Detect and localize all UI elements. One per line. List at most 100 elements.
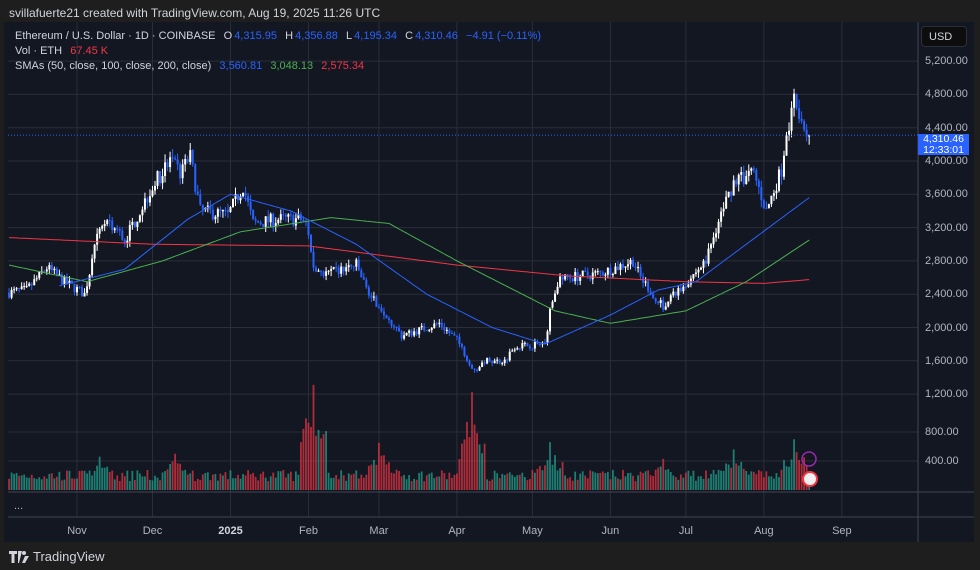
volume-bar bbox=[662, 458, 665, 490]
more-button[interactable]: ... bbox=[14, 500, 24, 512]
volume-bar bbox=[722, 470, 725, 490]
candle bbox=[702, 260, 705, 268]
volume-bar bbox=[632, 475, 634, 490]
volume-bar bbox=[189, 473, 192, 490]
volume-bar bbox=[528, 478, 531, 490]
volume-bar bbox=[73, 478, 76, 490]
time-tick: Aug bbox=[754, 525, 774, 537]
candle bbox=[244, 192, 247, 196]
candle bbox=[307, 222, 310, 236]
sma200-value: 2,575.34 bbox=[321, 60, 365, 72]
volume-bar bbox=[473, 424, 476, 490]
volume-bar bbox=[491, 479, 494, 490]
candle bbox=[725, 196, 728, 209]
candle bbox=[443, 326, 446, 331]
volume-bar bbox=[508, 472, 511, 490]
candle bbox=[367, 287, 370, 296]
volume-bar bbox=[745, 470, 748, 490]
volume-bar bbox=[765, 471, 768, 490]
candle bbox=[511, 350, 514, 352]
volume-bar bbox=[795, 452, 798, 490]
volume-bar bbox=[55, 476, 58, 490]
candle bbox=[274, 223, 277, 227]
volume-bar bbox=[214, 473, 217, 490]
volume-bar bbox=[159, 480, 161, 490]
candle bbox=[649, 291, 652, 294]
volume-bar bbox=[780, 469, 783, 490]
candle bbox=[662, 300, 665, 310]
volume-bar bbox=[332, 477, 335, 490]
volume-bar bbox=[448, 472, 451, 490]
candle bbox=[604, 274, 607, 276]
candle bbox=[350, 265, 353, 267]
candle bbox=[705, 260, 707, 264]
candle bbox=[28, 283, 31, 286]
candle bbox=[755, 170, 758, 181]
volume-bar bbox=[488, 480, 491, 490]
candle bbox=[138, 215, 141, 222]
candle bbox=[710, 244, 713, 249]
chart-panel[interactable] bbox=[4, 22, 974, 542]
volume-bar bbox=[435, 476, 438, 490]
candle bbox=[55, 268, 58, 275]
candle bbox=[254, 219, 257, 222]
candle bbox=[727, 191, 730, 197]
candle bbox=[699, 267, 702, 270]
candle bbox=[465, 356, 468, 361]
candle bbox=[508, 351, 511, 361]
candle bbox=[45, 269, 48, 272]
us-flag-event-icon bbox=[802, 471, 818, 487]
currency-button[interactable]: USD bbox=[921, 26, 967, 47]
candle bbox=[408, 330, 411, 333]
candle bbox=[96, 233, 99, 245]
candle bbox=[360, 270, 363, 278]
volume-bar bbox=[176, 463, 179, 490]
candle bbox=[596, 271, 599, 273]
volume-bar bbox=[569, 477, 572, 490]
volume-bar bbox=[284, 477, 287, 490]
volume-bar bbox=[619, 479, 622, 490]
candle bbox=[259, 222, 262, 225]
candle bbox=[352, 265, 355, 267]
candle bbox=[171, 157, 174, 159]
volume-bar bbox=[184, 469, 187, 490]
candle bbox=[750, 168, 753, 171]
volume-bar bbox=[8, 478, 10, 490]
volume-bar bbox=[123, 476, 126, 490]
candle bbox=[720, 211, 723, 222]
candle bbox=[362, 277, 365, 280]
volume-bar bbox=[121, 472, 124, 490]
candle bbox=[219, 209, 222, 212]
candle bbox=[498, 359, 501, 364]
candle bbox=[73, 283, 76, 293]
candle bbox=[667, 301, 670, 307]
price-tick: 3,200.00 bbox=[925, 221, 968, 234]
volume-bar bbox=[574, 471, 577, 490]
volume-bar bbox=[68, 470, 71, 490]
volume-bar bbox=[393, 473, 395, 490]
candle bbox=[440, 322, 443, 327]
volume-bar bbox=[320, 438, 322, 490]
volume-bar bbox=[501, 473, 504, 490]
volume-bar bbox=[445, 479, 448, 490]
candle bbox=[518, 348, 521, 350]
candle bbox=[83, 292, 86, 297]
volume-bar bbox=[717, 469, 720, 490]
candle bbox=[584, 270, 587, 272]
volume-bar bbox=[614, 476, 617, 490]
volume-bar bbox=[516, 475, 519, 490]
sma50-line bbox=[59, 193, 810, 345]
sma50-value: 3,560.81 bbox=[219, 60, 263, 72]
volume-bar bbox=[725, 463, 728, 490]
volume-bar bbox=[209, 480, 212, 490]
volume-bar bbox=[58, 471, 61, 490]
time-tick: Nov bbox=[67, 525, 87, 537]
volume-bar bbox=[617, 478, 619, 490]
candle bbox=[199, 194, 202, 205]
volume-bar bbox=[181, 470, 184, 490]
candle bbox=[627, 264, 630, 267]
candle bbox=[390, 319, 393, 326]
candle bbox=[609, 267, 612, 276]
price-tick: 2,000.00 bbox=[925, 321, 968, 334]
